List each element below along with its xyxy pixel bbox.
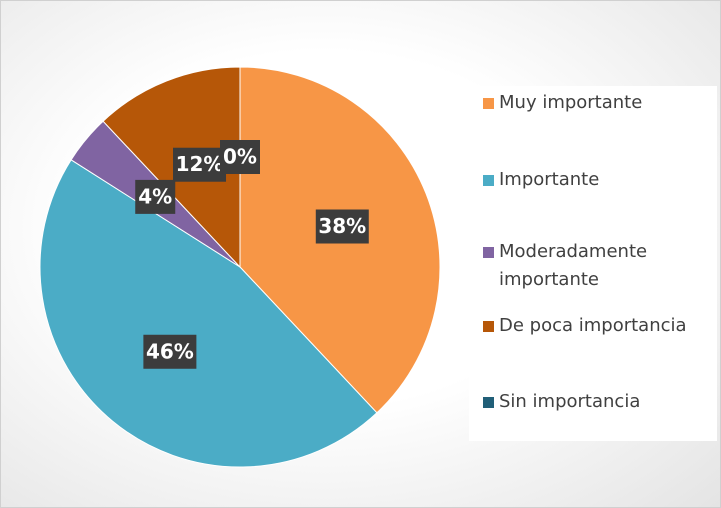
legend-item: Muy importante [483, 89, 719, 117]
legend-item: De poca importancia [483, 312, 719, 340]
data-label: 46% [143, 334, 197, 369]
legend-label: De poca importancia [499, 315, 687, 336]
legend-swatch [483, 397, 494, 408]
data-label: 38% [315, 209, 369, 244]
legend-label: Importante [499, 169, 600, 190]
data-label-box [135, 179, 176, 214]
legend-item: Importante [483, 166, 719, 194]
data-label-text: 12% [176, 152, 224, 176]
legend-item: Moderadamente importante [483, 238, 719, 294]
data-label: 4% [135, 179, 176, 214]
data-label: 12% [173, 147, 227, 182]
data-label-box [143, 334, 197, 369]
data-label-text: 0% [223, 145, 257, 169]
data-label-text: 4% [138, 184, 172, 208]
pie-slice [39, 159, 378, 468]
pie-slice [102, 66, 241, 269]
data-label-box [173, 147, 227, 182]
legend-swatch [483, 247, 494, 258]
legend-label: Moderadamente importante [499, 241, 648, 290]
legend-item: Sin importancia [483, 388, 719, 416]
legend-label: Sin importancia [499, 391, 641, 412]
legend-swatch [483, 98, 494, 109]
legend-label: Muy importante [499, 92, 643, 113]
data-label-box [220, 140, 260, 174]
legend-swatch [483, 321, 494, 332]
data-label: 0% [220, 140, 260, 174]
legend: Muy importante Importante Moderadamente im… [469, 86, 717, 441]
legend-swatch [483, 175, 494, 186]
data-label-box [315, 209, 369, 244]
data-label-text: 38% [318, 214, 366, 238]
data-label-text: 46% [146, 339, 194, 363]
